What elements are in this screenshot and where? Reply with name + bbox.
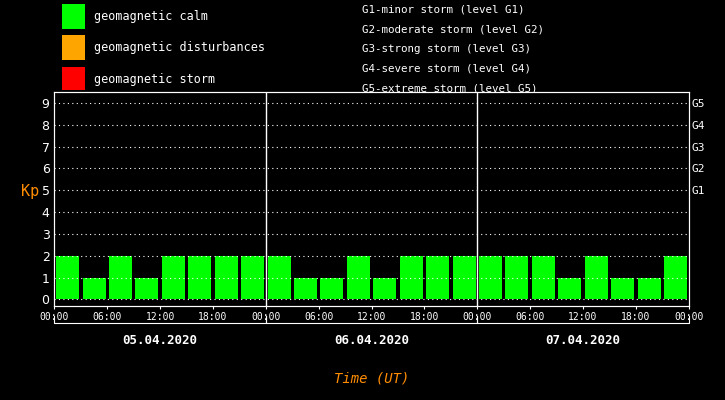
Bar — [637, 278, 660, 300]
Bar — [399, 256, 423, 300]
Text: geomagnetic disturbances: geomagnetic disturbances — [94, 41, 265, 54]
Bar — [585, 256, 608, 300]
Bar — [611, 278, 634, 300]
Bar — [373, 278, 397, 300]
Bar — [347, 256, 370, 300]
Bar — [162, 256, 185, 300]
Text: geomagnetic calm: geomagnetic calm — [94, 10, 207, 23]
Text: G2-moderate storm (level G2): G2-moderate storm (level G2) — [362, 24, 544, 34]
FancyBboxPatch shape — [62, 67, 85, 92]
Bar — [452, 256, 476, 300]
Bar — [188, 256, 211, 300]
Bar — [479, 256, 502, 300]
Bar — [109, 256, 132, 300]
Bar — [56, 256, 79, 300]
Y-axis label: Kp: Kp — [21, 184, 40, 199]
Bar — [320, 278, 344, 300]
Bar — [505, 256, 529, 300]
Bar — [241, 256, 264, 300]
Bar — [664, 256, 687, 300]
Bar — [532, 256, 555, 300]
Text: 05.04.2020: 05.04.2020 — [123, 334, 198, 347]
Text: G3-strong storm (level G3): G3-strong storm (level G3) — [362, 44, 531, 54]
Bar — [294, 278, 317, 300]
Text: 07.04.2020: 07.04.2020 — [545, 334, 621, 347]
Text: 06.04.2020: 06.04.2020 — [334, 334, 409, 347]
FancyBboxPatch shape — [62, 4, 85, 29]
Text: geomagnetic storm: geomagnetic storm — [94, 73, 215, 86]
Bar — [215, 256, 238, 300]
Bar — [83, 278, 106, 300]
Text: G5-extreme storm (level G5): G5-extreme storm (level G5) — [362, 84, 538, 94]
Bar — [136, 278, 158, 300]
FancyBboxPatch shape — [62, 35, 85, 60]
Text: Time (UT): Time (UT) — [334, 371, 409, 385]
Bar — [426, 256, 450, 300]
Text: G1-minor storm (level G1): G1-minor storm (level G1) — [362, 4, 525, 14]
Bar — [268, 256, 291, 300]
Bar — [558, 278, 581, 300]
Text: G4-severe storm (level G4): G4-severe storm (level G4) — [362, 64, 531, 74]
